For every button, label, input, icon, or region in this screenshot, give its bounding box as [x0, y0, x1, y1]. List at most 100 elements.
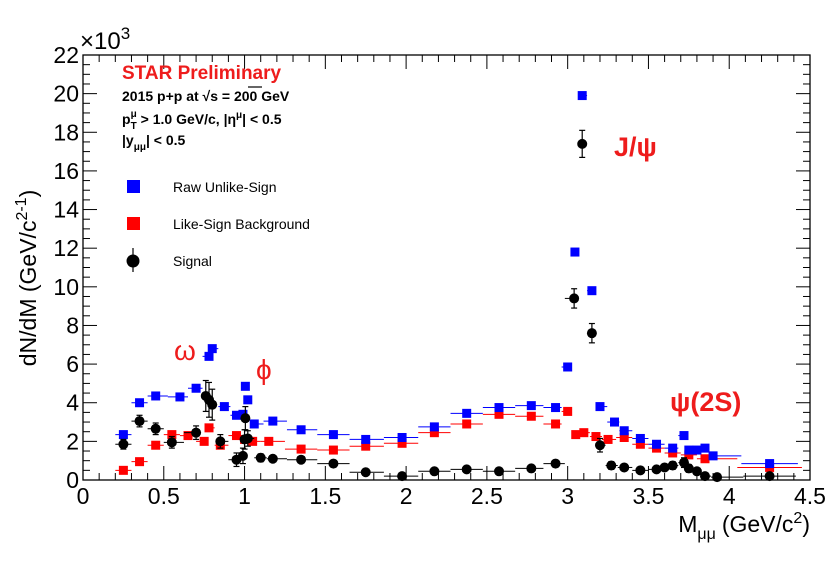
raw-point	[361, 434, 371, 444]
background-point	[551, 419, 561, 429]
y-tick-label: 2	[66, 428, 79, 454]
background-point	[397, 438, 407, 448]
y-tick-label: 6	[66, 351, 79, 377]
signal-point	[691, 466, 702, 477]
raw-point	[708, 451, 718, 461]
background-point	[328, 445, 338, 455]
y-tick-label: 16	[53, 158, 79, 184]
psi2s-label: ψ(2S)	[670, 387, 741, 417]
background-point	[462, 419, 472, 429]
axis-ticks	[82, 54, 811, 481]
signal-point	[577, 138, 588, 149]
raw-point	[175, 392, 185, 402]
y-multiplier: ×103	[80, 24, 130, 55]
raw-point	[692, 445, 702, 455]
y-tick-label: 10	[53, 274, 79, 300]
raw-point	[619, 426, 629, 436]
raw-point	[494, 403, 504, 413]
raw-point	[249, 419, 259, 429]
x-axis-label: Mμμ (GeV/c2)	[678, 510, 810, 543]
background-point	[579, 428, 589, 438]
background-point	[296, 444, 306, 454]
background-point	[183, 431, 193, 441]
y-tick-label: 12	[53, 235, 79, 261]
raw-point	[635, 433, 645, 443]
signal-point	[255, 452, 266, 463]
raw-point	[765, 459, 775, 469]
y-tick-label: 22	[53, 42, 79, 68]
signal-point	[360, 467, 371, 478]
signal-point	[619, 462, 630, 473]
legend-marker-signal	[126, 254, 140, 268]
background-point	[264, 436, 274, 446]
signal-point	[606, 460, 617, 471]
signal-point	[764, 471, 775, 482]
y-tick-labels: 0 2 4 6 8 10 12 14 16 18 20 22	[53, 42, 79, 493]
legend-marker-raw	[127, 180, 140, 193]
background-point	[361, 441, 371, 451]
signal-point	[699, 471, 710, 482]
raw-point	[191, 383, 201, 393]
jpsi-label: J/ψ	[614, 132, 657, 162]
x-tick-labels: 0 0.5 1 1.5 2 2.5 3 3.5 4 4.5	[77, 483, 826, 509]
background-point	[635, 439, 645, 449]
raw-point	[135, 398, 145, 408]
signal-point	[242, 433, 253, 444]
raw-unlike-sign-series	[115, 91, 798, 469]
signal-series	[115, 129, 796, 483]
x-tick-label: 3.5	[632, 483, 664, 509]
legend: Raw Unlike-Sign Like-Sign Background Sig…	[126, 179, 310, 272]
x-tick-label: 3	[561, 483, 574, 509]
background-point	[167, 430, 177, 440]
legend-marker-bkg	[127, 217, 140, 230]
x-tick-label: 0.5	[148, 483, 180, 509]
background-point	[151, 440, 161, 450]
raw-point	[397, 433, 407, 442]
signal-point	[659, 462, 670, 473]
x-tick-label: 1.5	[309, 483, 341, 509]
signal-point	[267, 453, 278, 464]
signal-point	[461, 464, 472, 475]
legend-label-raw: Raw Unlike-Sign	[173, 179, 276, 195]
background-point	[248, 436, 258, 446]
background-point	[571, 430, 581, 440]
raw-point	[563, 362, 573, 372]
background-point	[204, 423, 214, 433]
y-axis-label: dN/dM (GeV/c2-1)	[13, 190, 41, 367]
raw-point	[462, 408, 472, 418]
raw-point	[587, 286, 597, 296]
raw-point	[610, 417, 620, 427]
y-tick-label: 4	[66, 390, 79, 416]
raw-point	[118, 430, 128, 440]
signal-point	[550, 458, 561, 469]
raw-point	[243, 395, 253, 405]
signal-point	[215, 436, 226, 447]
raw-point	[207, 344, 217, 354]
signal-point	[429, 466, 440, 477]
signal-point	[651, 464, 662, 475]
legend-label-signal: Signal	[173, 253, 212, 269]
rapidity-cut-label: |yμμ| < 0.5	[122, 132, 186, 153]
background-point	[603, 434, 613, 444]
raw-point	[684, 445, 694, 455]
raw-point	[700, 443, 710, 453]
raw-point	[551, 403, 561, 413]
background-point	[526, 411, 536, 421]
raw-point	[268, 416, 278, 426]
x-tick-label: 2	[400, 483, 413, 509]
raw-point	[679, 431, 689, 441]
x-tick-label: 0	[77, 483, 90, 509]
y-tick-label: 18	[53, 119, 79, 145]
background-point	[668, 448, 678, 458]
collision-system-label: 2015 p+p at √s = 200 GeV	[122, 88, 290, 104]
signal-point	[237, 450, 248, 461]
raw-point	[240, 381, 250, 391]
x-tick-label: 2.5	[471, 483, 503, 509]
signal-point	[526, 463, 537, 474]
signal-point	[594, 440, 605, 451]
y-tick-label: 8	[66, 312, 79, 338]
legend-label-bkg: Like-Sign Background	[173, 216, 310, 232]
omega-label: ω	[174, 335, 196, 366]
signal-point	[150, 423, 161, 434]
